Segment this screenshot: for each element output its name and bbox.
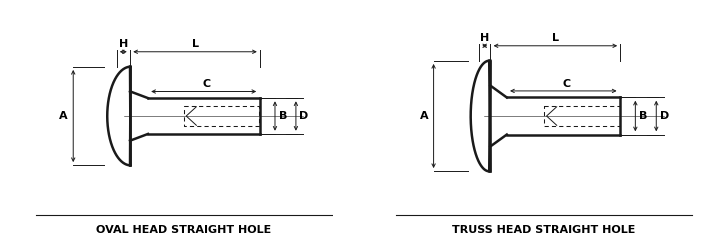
Text: H: H: [119, 39, 128, 49]
Text: OVAL HEAD STRAIGHT HOLE: OVAL HEAD STRAIGHT HOLE: [96, 225, 272, 235]
Text: C: C: [202, 79, 210, 89]
Text: TRUSS HEAD STRAIGHT HOLE: TRUSS HEAD STRAIGHT HOLE: [453, 225, 636, 235]
Text: A: A: [419, 111, 428, 121]
Text: B: B: [279, 111, 287, 121]
Text: L: L: [191, 39, 199, 49]
Text: L: L: [552, 33, 559, 43]
Text: H: H: [480, 33, 489, 43]
Text: D: D: [660, 111, 669, 121]
Text: C: C: [562, 79, 570, 89]
Text: D: D: [299, 111, 309, 121]
Text: B: B: [639, 111, 647, 121]
Text: A: A: [59, 111, 68, 121]
